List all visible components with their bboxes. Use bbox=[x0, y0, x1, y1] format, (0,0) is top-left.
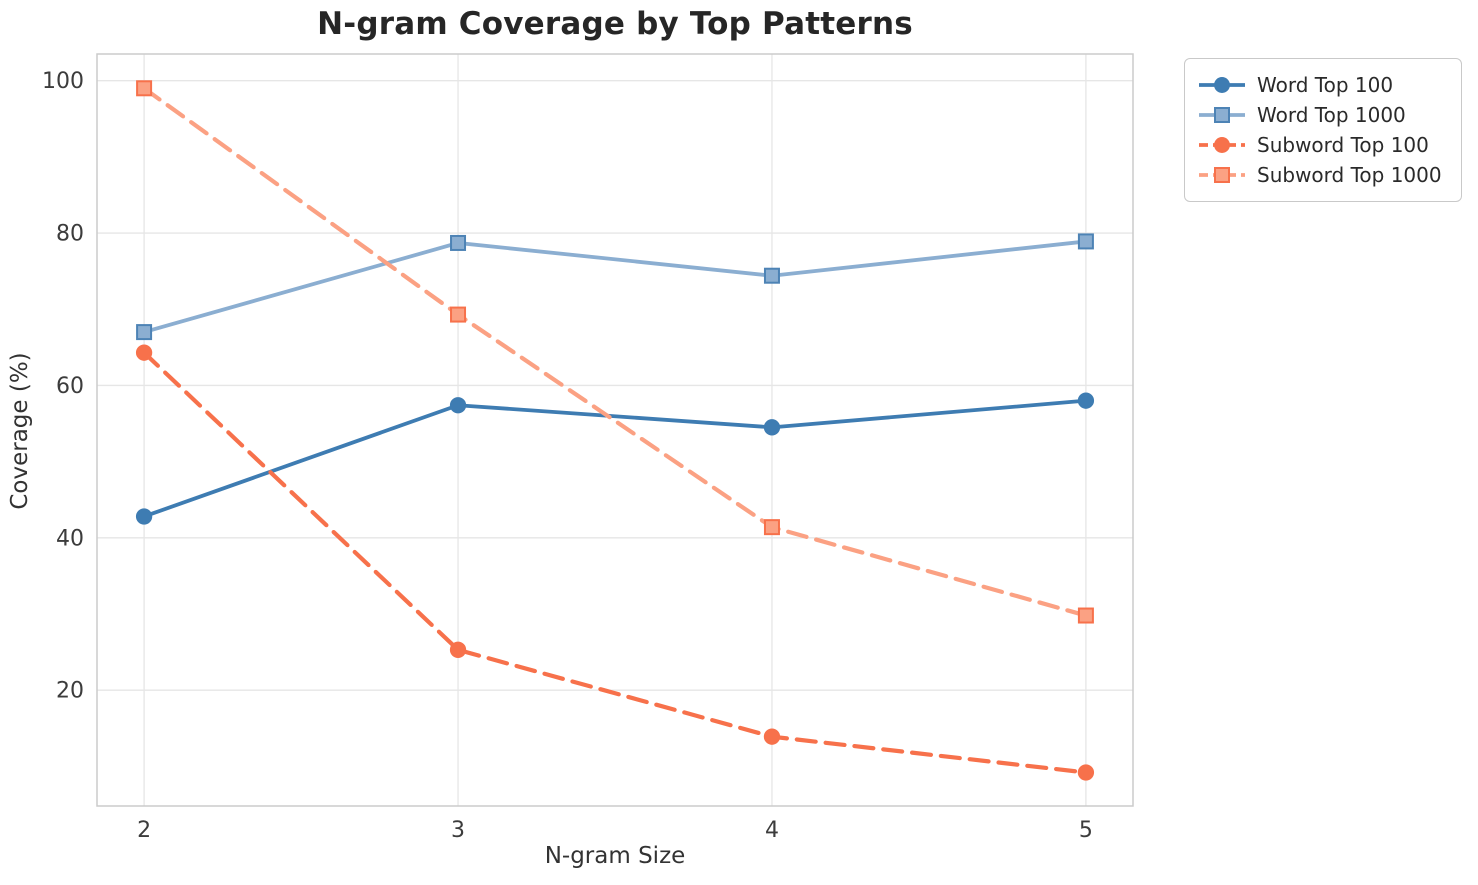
series-line-subword-top-1000 bbox=[141, 86, 1089, 618]
marker-word-top-1000 bbox=[1077, 233, 1094, 250]
y-tick-label: 100 bbox=[42, 69, 84, 94]
legend-item-subword-top-100: Subword Top 100 bbox=[1197, 130, 1449, 160]
legend-square-marker bbox=[1214, 107, 1230, 123]
legend-label: Subword Top 100 bbox=[1257, 133, 1429, 157]
marker-word-top-100 bbox=[135, 508, 153, 525]
legend-marker-subword-top-1000 bbox=[1199, 167, 1245, 183]
series-line-word-top-100 bbox=[142, 398, 1088, 519]
series-line-word-top-1000 bbox=[142, 239, 1088, 334]
legend-label: Subword Top 1000 bbox=[1257, 163, 1442, 187]
legend-marker-word-top-100 bbox=[1199, 77, 1245, 93]
marker-word-top-100 bbox=[763, 419, 781, 436]
x-tick-label: 5 bbox=[1079, 818, 1093, 843]
legend: Word Top 100 Word Top 1000 Subword Top 100… bbox=[1184, 58, 1462, 202]
legend-marker-word-top-1000 bbox=[1199, 107, 1245, 123]
x-tick-label: 3 bbox=[451, 818, 465, 843]
marker-word-top-1000 bbox=[136, 324, 153, 341]
x-tick-label: 2 bbox=[137, 818, 151, 843]
marker-subword-top-100 bbox=[1077, 764, 1095, 781]
marker-subword-top-1000 bbox=[763, 519, 780, 536]
legend-item-subword-top-1000: Subword Top 1000 bbox=[1197, 160, 1449, 190]
marker-subword-top-1000 bbox=[450, 306, 467, 323]
legend-circle-marker bbox=[1214, 137, 1230, 153]
marker-subword-top-1000 bbox=[1077, 607, 1094, 624]
legend-label: Word Top 1000 bbox=[1257, 103, 1406, 127]
marker-word-top-100 bbox=[1077, 392, 1095, 409]
x-axis-label: N-gram Size bbox=[544, 843, 686, 869]
legend-item-word-top-100: Word Top 100 bbox=[1197, 70, 1449, 100]
marker-word-top-1000 bbox=[450, 234, 467, 251]
y-tick-label: 60 bbox=[56, 374, 84, 399]
marker-subword-top-100 bbox=[763, 728, 781, 745]
marker-subword-top-100 bbox=[449, 641, 467, 658]
legend-circle-marker bbox=[1214, 77, 1230, 93]
marker-word-top-1000 bbox=[763, 267, 780, 284]
legend-item-word-top-1000: Word Top 1000 bbox=[1197, 100, 1449, 130]
marker-word-top-100 bbox=[449, 397, 467, 414]
legend-square-marker bbox=[1214, 167, 1230, 183]
series-line-subword-top-100 bbox=[141, 350, 1089, 775]
axes-spines bbox=[96, 53, 1134, 807]
marker-subword-top-100 bbox=[135, 344, 153, 361]
x-tick-label: 4 bbox=[765, 818, 779, 843]
marker-subword-top-1000 bbox=[136, 80, 153, 97]
chart-title: N-gram Coverage by Top Patterns bbox=[317, 6, 913, 42]
y-tick-label: 20 bbox=[56, 679, 84, 704]
legend-label: Word Top 100 bbox=[1257, 73, 1394, 97]
y-tick-label: 80 bbox=[56, 222, 84, 247]
legend-marker-subword-top-100 bbox=[1199, 137, 1245, 153]
y-tick-label: 40 bbox=[56, 526, 84, 551]
